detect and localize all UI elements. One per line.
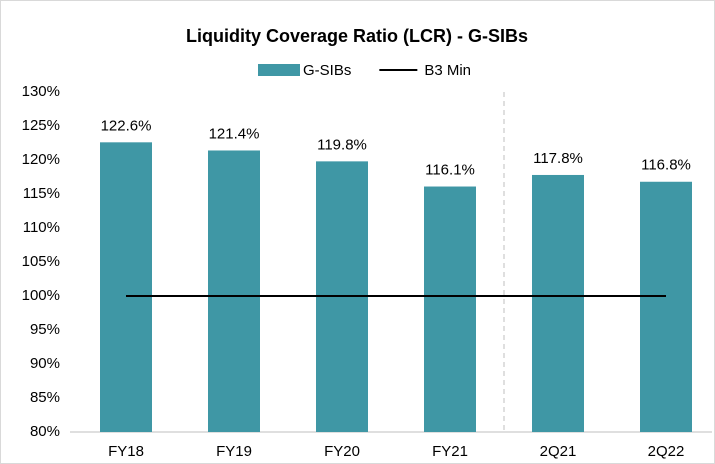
y-tick-label: 105% [22,253,60,270]
y-tick-label: 80% [30,423,60,440]
data-label: 121.4% [209,125,260,142]
data-label: 116.8% [641,157,691,174]
y-tick-label: 120% [22,151,60,168]
chart-title: Liquidity Coverage Ratio (LCR) - G-SIBs [186,26,528,46]
bar [100,142,152,432]
x-tick-label: 2Q22 [648,443,685,460]
data-label: 119.8% [317,136,367,153]
data-label: 117.8% [533,150,583,167]
y-tick-label: 110% [23,219,60,236]
y-tick-label: 95% [30,321,60,338]
x-tick-label: FY18 [108,443,144,460]
y-tick-label: 115% [23,185,60,202]
data-label: 122.6% [101,117,152,134]
bar [640,181,692,432]
y-tick-label: 100% [22,287,60,304]
x-tick-label: FY20 [324,443,360,460]
legend-label: B3 Min [424,62,471,79]
y-tick-label: 90% [30,355,60,372]
data-label: 116.1% [425,161,475,178]
bar [532,174,584,432]
legend-swatch [258,64,300,76]
bar [208,150,260,433]
y-tick-label: 85% [30,389,60,406]
bar [424,186,476,432]
legend-label: G-SIBs [303,62,351,79]
y-tick-label: 130% [22,83,60,100]
x-tick-label: FY19 [216,443,252,460]
x-tick-label: 2Q21 [540,443,577,460]
y-tick-label: 125% [22,117,60,134]
x-tick-label: FY21 [432,443,468,460]
